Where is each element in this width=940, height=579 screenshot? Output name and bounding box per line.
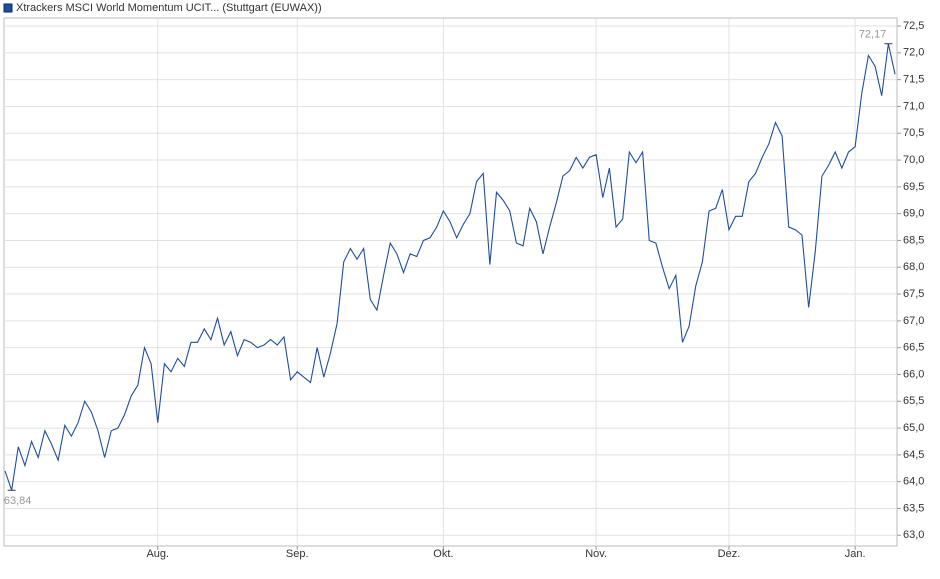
plot-frame [3,17,898,547]
y-tick-label: 65,5 [903,395,924,407]
y-tick-label: 69,5 [903,181,924,193]
y-tick-label: 66,0 [903,368,924,380]
y-tick-label: 68,5 [903,234,924,246]
y-tick-label: 64,5 [903,449,924,461]
x-tick-label: Nov. [585,548,607,560]
y-tick-label: 71,5 [903,74,924,86]
y-tick-label: 66,5 [903,342,924,354]
x-tick-label: Dez. [718,548,741,560]
value-label: 72,17 [859,29,887,41]
x-tick-label: Okt. [433,548,453,560]
y-tick-label: 68,0 [903,261,924,273]
x-tick-label: Sep. [286,548,309,560]
value-label: 63,84 [4,495,32,507]
price-line [4,43,896,491]
y-tick-label: 63,0 [903,529,924,541]
x-tick-label: Aug. [146,548,169,560]
y-tick-label: 71,0 [903,100,924,112]
y-tick-label: 67,5 [903,288,924,300]
y-tick-label: 67,0 [903,315,924,327]
y-tick-label: 72,5 [903,20,924,32]
y-tick-label: 72,0 [903,47,924,59]
x-tick-label: Jan. [845,548,866,560]
y-tick-label: 69,0 [903,208,924,220]
legend-label: Xtrackers MSCI World Momentum UCIT... (S… [16,2,322,14]
y-tick-label: 65,0 [903,422,924,434]
legend-swatch [3,3,13,13]
y-tick-label: 63,5 [903,502,924,514]
y-tick-label: 70,0 [903,154,924,166]
y-tick-label: 64,0 [903,476,924,488]
y-tick-label: 70,5 [903,127,924,139]
